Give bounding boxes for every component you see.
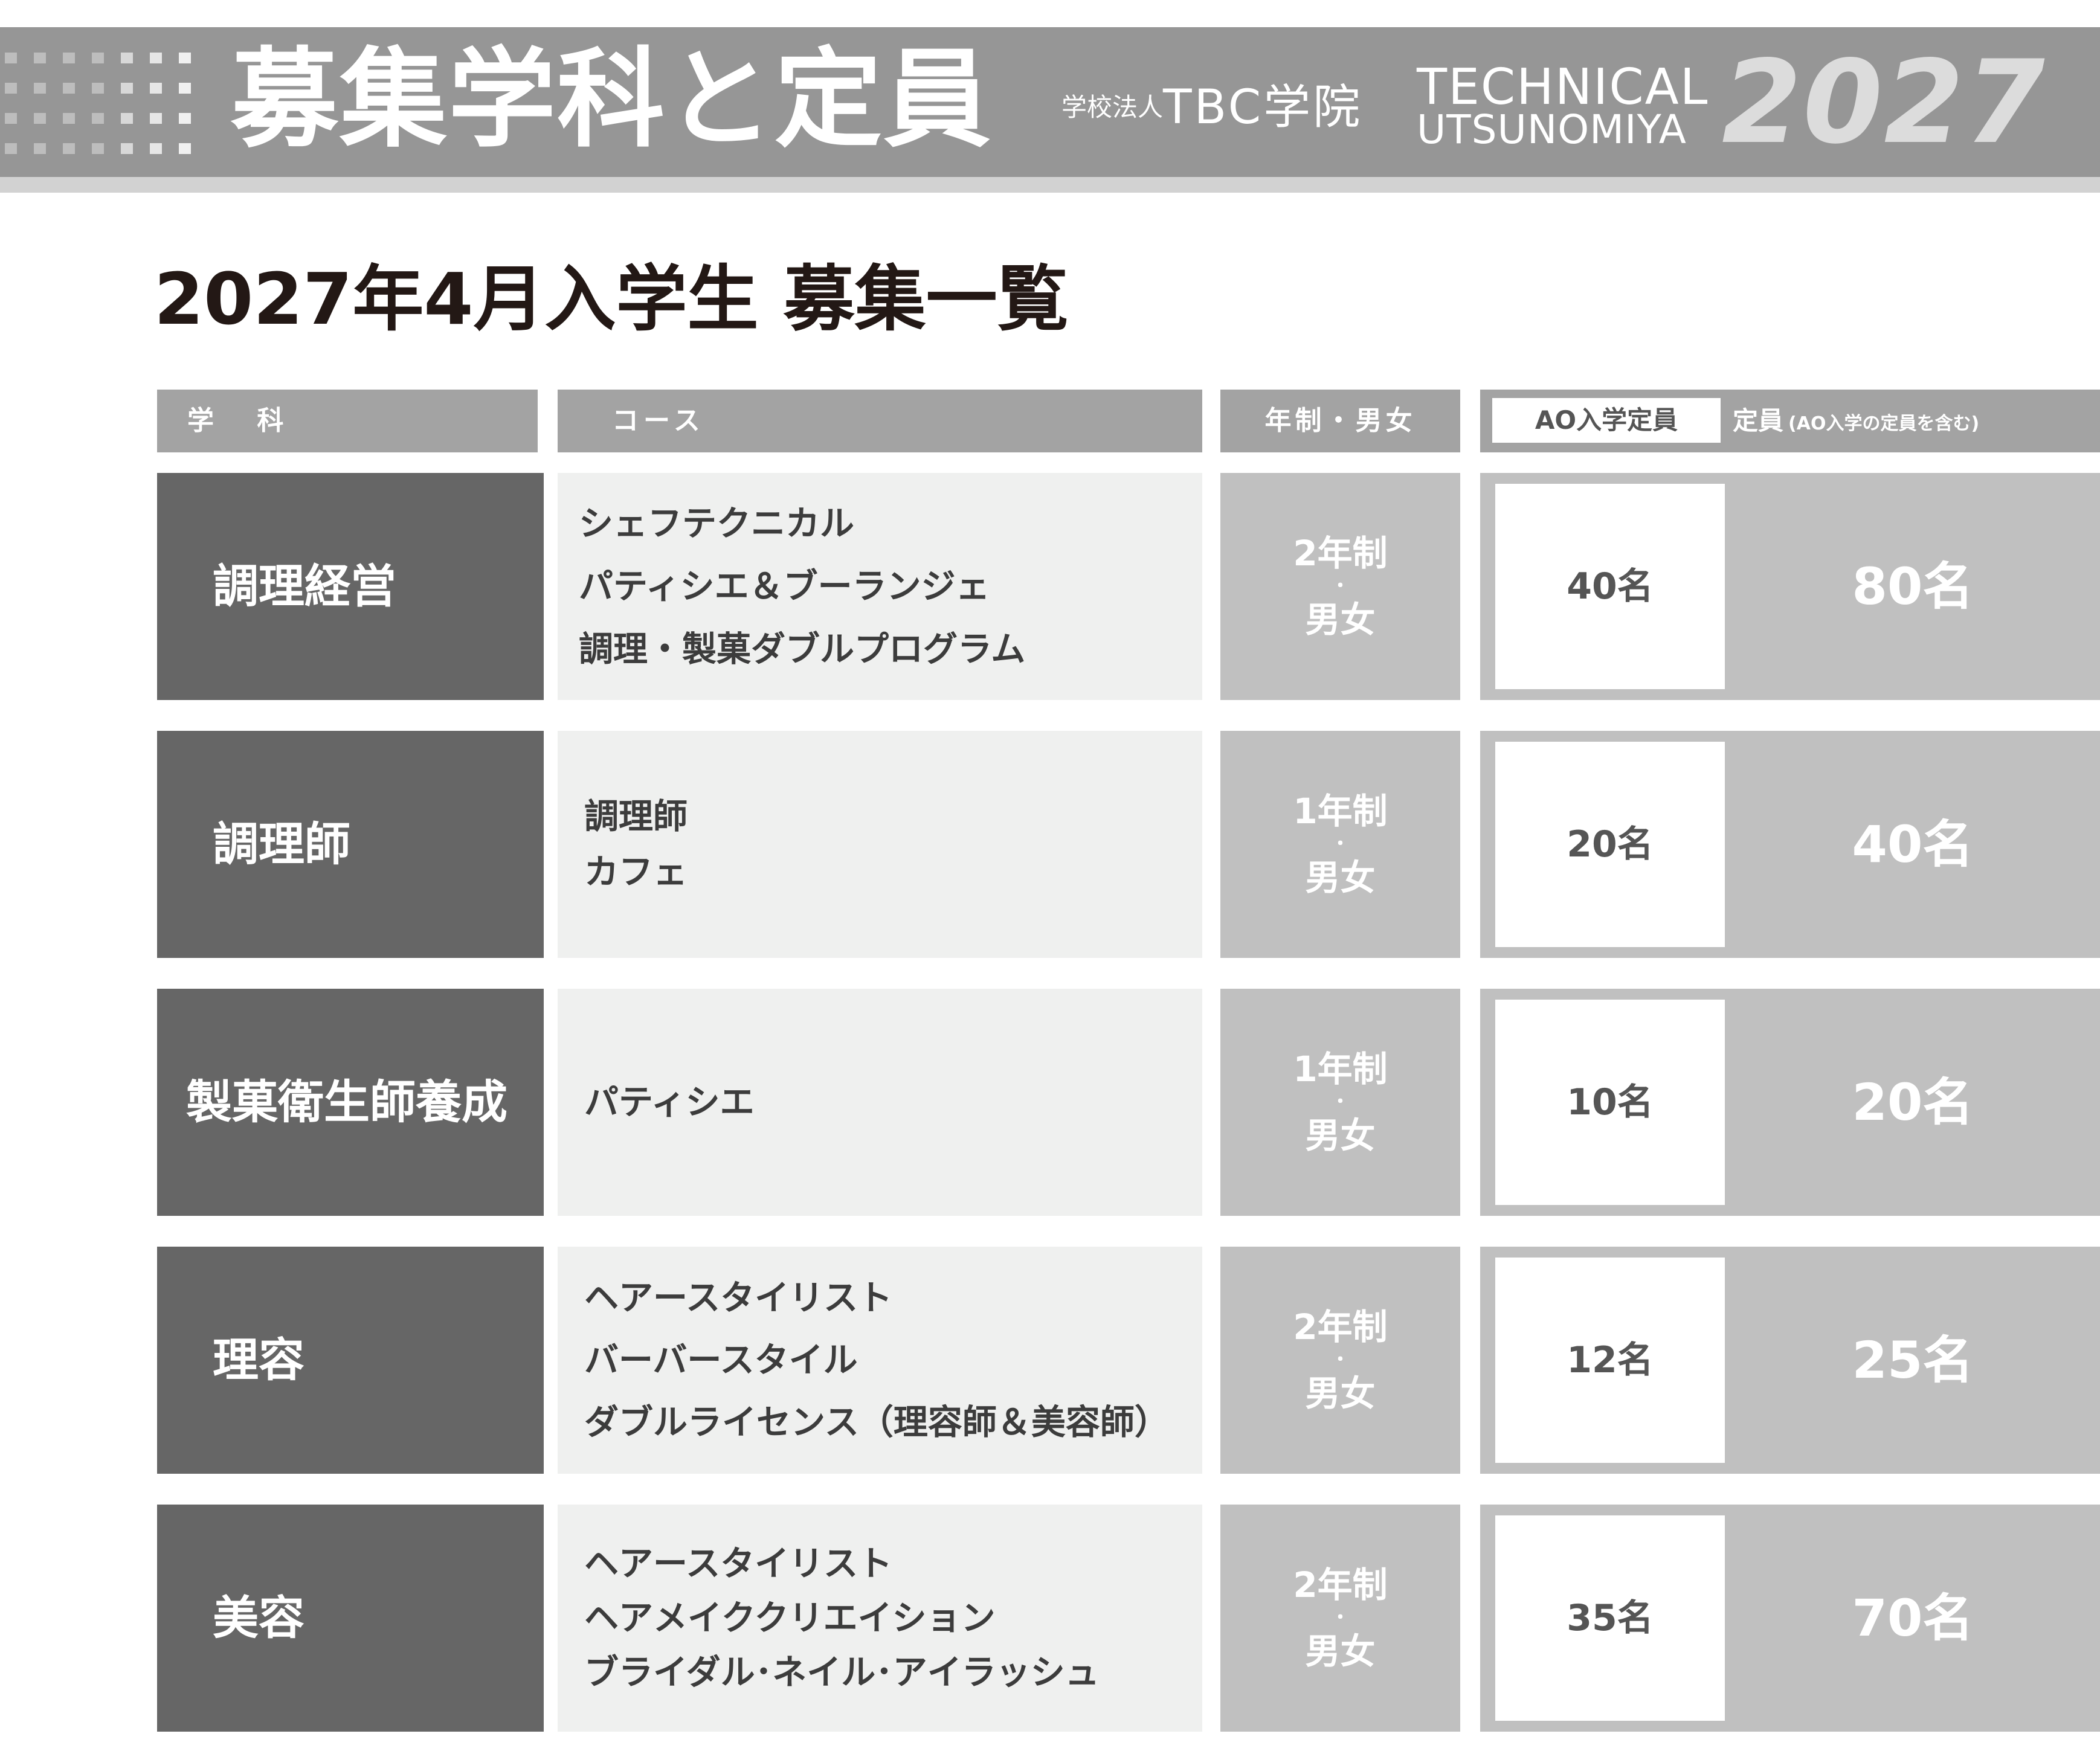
total-capacity: 25名 xyxy=(1852,1331,1974,1390)
dept-name: 調理経営 xyxy=(157,473,544,700)
course-item: ヘアースタイリスト xyxy=(584,1277,893,1318)
corp-prefix: 学校法人 xyxy=(1061,92,1164,122)
course-cell: 調理師 カフェ xyxy=(558,731,1202,958)
program-years: 1年制 xyxy=(1293,1049,1388,1090)
course-item: 調理師 xyxy=(584,797,688,837)
separator-dot: ・ xyxy=(1331,1091,1350,1113)
header-capacity: AO入学定員 定員 (AO入学の定員を含む) xyxy=(1480,390,2100,452)
table-row: 調理師 調理師 カフェ 1年制 ・ 男女 20名 40名 xyxy=(0,731,2100,958)
brand-year: 2027 xyxy=(1722,36,2046,169)
sex-eligibility: 男女 xyxy=(1305,857,1376,898)
total-capacity: 40名 xyxy=(1852,815,1974,874)
total-capacity: 20名 xyxy=(1852,1073,1974,1132)
ao-capacity: 20名 xyxy=(1495,742,1725,947)
course-item: バーバースタイル xyxy=(584,1340,858,1380)
section-heading: 2027年4月入学生 募集一覧 xyxy=(154,257,1069,341)
capacity-cell: 20名 40名 xyxy=(1480,731,2100,958)
years-sex-cell: 2年制 ・ 男女 xyxy=(1220,1505,1460,1732)
course-cell: シェフテクニカル パティシエ＆ブーランジェ 調理・製菓ダブルプログラム xyxy=(558,473,1202,700)
capacity-cell: 40名 80名 xyxy=(1480,473,2100,700)
program-years: 1年制 xyxy=(1293,791,1388,832)
years-sex-cell: 1年制 ・ 男女 xyxy=(1220,731,1460,958)
program-years: 2年制 xyxy=(1293,1564,1388,1605)
dept-name: 製菓衛生師養成 xyxy=(157,989,544,1216)
course-item: 調理・製菓ダブルプログラム xyxy=(579,629,1026,669)
sex-eligibility: 男女 xyxy=(1305,1115,1376,1156)
separator-dot: ・ xyxy=(1331,834,1350,855)
table-row: 理容 ヘアースタイリスト バーバースタイル ダブルライセンス（理容師＆美容師） … xyxy=(0,1247,2100,1474)
header-total-capacity: 定員 (AO入学の定員を含む) xyxy=(1733,390,1979,452)
table-row: 美容 ヘアースタイリスト ヘアメイククリエイション ブライダル･ネイル･アイラッ… xyxy=(0,1505,2100,1732)
sex-eligibility: 男女 xyxy=(1305,1631,1376,1672)
program-years: 2年制 xyxy=(1293,533,1388,574)
course-item: ヘアースタイリスト xyxy=(584,1544,893,1584)
brand-line-2: UTSUNOMIYA xyxy=(1417,106,1687,153)
header-ao-capacity: AO入学定員 xyxy=(1492,398,1721,443)
ao-capacity: 40名 xyxy=(1495,484,1725,689)
years-sex-cell: 2年制 ・ 男女 xyxy=(1220,473,1460,700)
table-row: 調理経営 シェフテクニカル パティシエ＆ブーランジェ 調理・製菓ダブルプログラム… xyxy=(0,473,2100,700)
course-item: パティシエ＆ブーランジェ xyxy=(579,567,990,606)
header-total-note: (AO入学の定員を含む) xyxy=(1788,413,1980,434)
separator-dot: ・ xyxy=(1331,576,1350,597)
table-row: 製菓衛生師養成 パティシエ 1年制 ・ 男女 10名 20名 xyxy=(0,989,2100,1216)
dept-name: 調理師 xyxy=(157,731,544,958)
brand-line-1: TECHNICAL xyxy=(1417,59,1709,116)
course-item: ヘアメイククリエイション xyxy=(584,1598,996,1638)
course-item: カフェ xyxy=(584,852,688,892)
sex-eligibility: 男女 xyxy=(1305,1373,1376,1414)
course-cell: パティシエ xyxy=(558,989,1202,1216)
capacity-cell: 12名 25名 xyxy=(1480,1247,2100,1474)
corp-name: TBC学院 xyxy=(1163,80,1363,135)
total-capacity: 70名 xyxy=(1852,1589,1974,1648)
course-item: シェフテクニカル xyxy=(579,504,854,544)
sex-eligibility: 男女 xyxy=(1305,599,1376,640)
course-cell: ヘアースタイリスト ヘアメイククリエイション ブライダル･ネイル･アイラッシュ xyxy=(558,1505,1202,1732)
total-capacity: 80名 xyxy=(1852,557,1974,616)
ao-capacity: 10名 xyxy=(1495,1000,1725,1205)
dept-name: 美容 xyxy=(157,1505,544,1732)
separator-dot: ・ xyxy=(1331,1349,1350,1370)
years-sex-cell: 2年制 ・ 男女 xyxy=(1220,1247,1460,1474)
course-item: ダブルライセンス（理容師＆美容師） xyxy=(584,1402,1169,1442)
dot-pattern-decoration xyxy=(5,53,204,155)
ao-capacity: 35名 xyxy=(1495,1515,1725,1721)
header-band xyxy=(0,27,2100,177)
header-dept: 学 科 xyxy=(157,390,538,452)
header-total-label: 定員 xyxy=(1733,406,1784,435)
header-years-sex: 年制・男女 xyxy=(1220,390,1460,452)
course-cell: ヘアースタイリスト バーバースタイル ダブルライセンス（理容師＆美容師） xyxy=(558,1247,1202,1474)
years-sex-cell: 1年制 ・ 男女 xyxy=(1220,989,1460,1216)
header-underline xyxy=(0,177,2100,193)
capacity-cell: 10名 20名 xyxy=(1480,989,2100,1216)
program-years: 2年制 xyxy=(1293,1306,1388,1348)
capacity-cell: 35名 70名 xyxy=(1480,1505,2100,1732)
page-title: 募集学科と定員 xyxy=(231,37,992,162)
ao-capacity: 12名 xyxy=(1495,1258,1725,1463)
dept-name: 理容 xyxy=(157,1247,544,1474)
separator-dot: ・ xyxy=(1331,1607,1350,1628)
course-item: ブライダル･ネイル･アイラッシュ xyxy=(584,1653,1100,1692)
header-course: コース xyxy=(558,390,1202,452)
course-item: パティシエ xyxy=(584,1082,755,1122)
